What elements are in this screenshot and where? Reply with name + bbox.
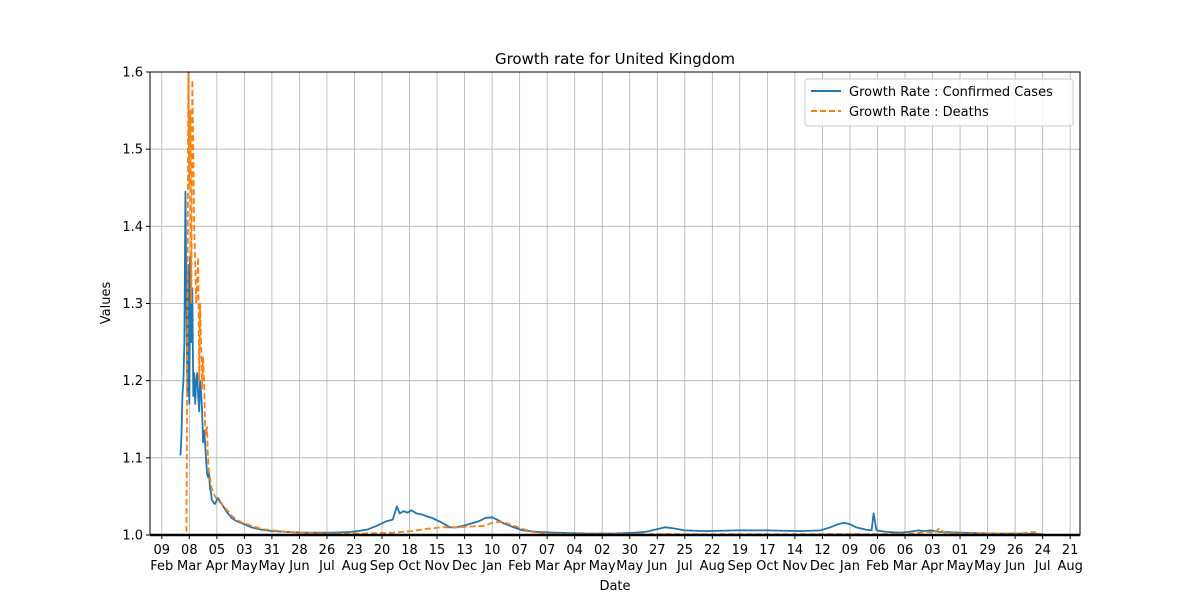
x-tick-label-day: 12	[814, 543, 831, 558]
x-tick-label-month: Oct	[756, 559, 778, 574]
x-tick-label-day: 01	[952, 543, 969, 558]
x-tick-label-day: 24	[1034, 543, 1051, 558]
x-tick-label-month: Jul	[1034, 559, 1051, 574]
legend-label-confirmed: Growth Rate : Confirmed Cases	[849, 85, 1053, 100]
x-tick-label-day: 10	[484, 543, 501, 558]
legend: Growth Rate : Confirmed Cases Growth Rat…	[804, 78, 1074, 127]
x-tick-label-month: Sep	[370, 559, 395, 574]
x-tick-label-month: Feb	[866, 559, 889, 574]
x-tick-label-month: May	[616, 559, 643, 574]
x-tick-label-month: May	[589, 559, 616, 574]
y-tick-label: 1.6	[122, 66, 143, 81]
x-tick-label-day: 21	[1062, 543, 1079, 558]
x-tick-label-day: 08	[181, 543, 198, 558]
x-tick-label-month: Sep	[728, 559, 753, 574]
x-tick-label-day: 05	[209, 543, 226, 558]
series-line-deaths	[180, 71, 1043, 536]
x-tick-label-month: Mar	[893, 559, 918, 574]
y-tick-label: 1.1	[122, 451, 143, 466]
x-tick-label-day: 20	[374, 543, 391, 558]
x-tick-label-month: Dec	[810, 559, 835, 574]
x-tick-label-day: 09	[842, 543, 859, 558]
x-tick-label-month: Jul	[318, 559, 335, 574]
x-tick-label-month: Feb	[508, 559, 531, 574]
x-tick-label-month: Jun	[288, 559, 309, 574]
y-tick-label: 1.2	[122, 374, 143, 389]
y-tick-label: 1.0	[122, 529, 143, 544]
legend-box	[804, 78, 1074, 127]
x-tick-label-day: 26	[319, 543, 336, 558]
x-tick-label-day: 06	[869, 543, 886, 558]
x-tick-label-month: Feb	[150, 559, 173, 574]
x-tick-label-day: 07	[539, 543, 556, 558]
x-tick-label-month: Aug	[1057, 559, 1082, 574]
x-tick-label-day: 30	[621, 543, 638, 558]
x-tick-label-day: 03	[236, 543, 253, 558]
x-tick-label-day: 19	[732, 543, 749, 558]
x-tick-label-month: Apr	[563, 559, 586, 574]
x-tick-label-month: Jun	[646, 559, 667, 574]
x-tick-label-day: 13	[456, 543, 473, 558]
x-tick-label-month: Mar	[177, 559, 202, 574]
x-tick-label-day: 23	[346, 543, 363, 558]
x-tick-label-month: May	[231, 559, 258, 574]
x-tick-label-month: Oct	[398, 559, 420, 574]
x-tick-label-day: 14	[787, 543, 804, 558]
x-tick-label-day: 27	[649, 543, 666, 558]
legend-label-deaths: Growth Rate : Deaths	[849, 105, 989, 120]
x-tick-label-day: 15	[429, 543, 446, 558]
axis-ticks: 1.01.11.21.31.41.51.609Feb08Mar05Apr03Ma…	[122, 66, 1083, 575]
chart-title: Growth rate for United Kingdom	[495, 50, 735, 68]
x-tick-label-month: Nov	[424, 559, 450, 574]
x-tick-label-month: Aug	[700, 559, 725, 574]
y-tick-label: 1.3	[122, 297, 143, 312]
x-tick-label-month: May	[258, 559, 285, 574]
x-tick-label-day: 31	[264, 543, 281, 558]
x-tick-label-day: 25	[677, 543, 694, 558]
y-axis-label: Values	[99, 282, 114, 325]
y-tick-label: 1.5	[122, 143, 143, 158]
x-tick-label-month: Apr	[921, 559, 944, 574]
x-tick-label-month: Jan	[839, 559, 860, 574]
y-tick-label: 1.4	[122, 220, 143, 235]
x-tick-label-day: 06	[897, 543, 914, 558]
x-tick-label-month: Jul	[676, 559, 693, 574]
x-axis-label: Date	[599, 579, 630, 594]
x-tick-label-day: 07	[511, 543, 528, 558]
x-tick-label-month: May	[974, 559, 1001, 574]
x-tick-label-day: 28	[291, 543, 308, 558]
x-tick-label-day: 29	[979, 543, 996, 558]
x-tick-label-day: 03	[924, 543, 941, 558]
series-lines	[179, 71, 1043, 536]
series-line-confirmed-cases	[179, 190, 1043, 536]
x-tick-label-day: 09	[154, 543, 171, 558]
x-tick-label-month: Jan	[481, 559, 502, 574]
x-tick-label-month: Aug	[342, 559, 367, 574]
x-tick-label-month: Dec	[452, 559, 477, 574]
x-tick-label-month: Apr	[206, 559, 229, 574]
x-tick-label-month: Jun	[1004, 559, 1025, 574]
x-tick-label-day: 02	[594, 543, 611, 558]
x-tick-label-day: 22	[704, 543, 721, 558]
x-tick-label-day: 26	[1007, 543, 1024, 558]
x-tick-label-month: Nov	[782, 559, 808, 574]
x-tick-label-month: May	[947, 559, 974, 574]
x-tick-label-day: 04	[566, 543, 583, 558]
x-tick-label-day: 17	[759, 543, 776, 558]
x-tick-label-month: Mar	[535, 559, 560, 574]
x-tick-label-day: 18	[401, 543, 418, 558]
